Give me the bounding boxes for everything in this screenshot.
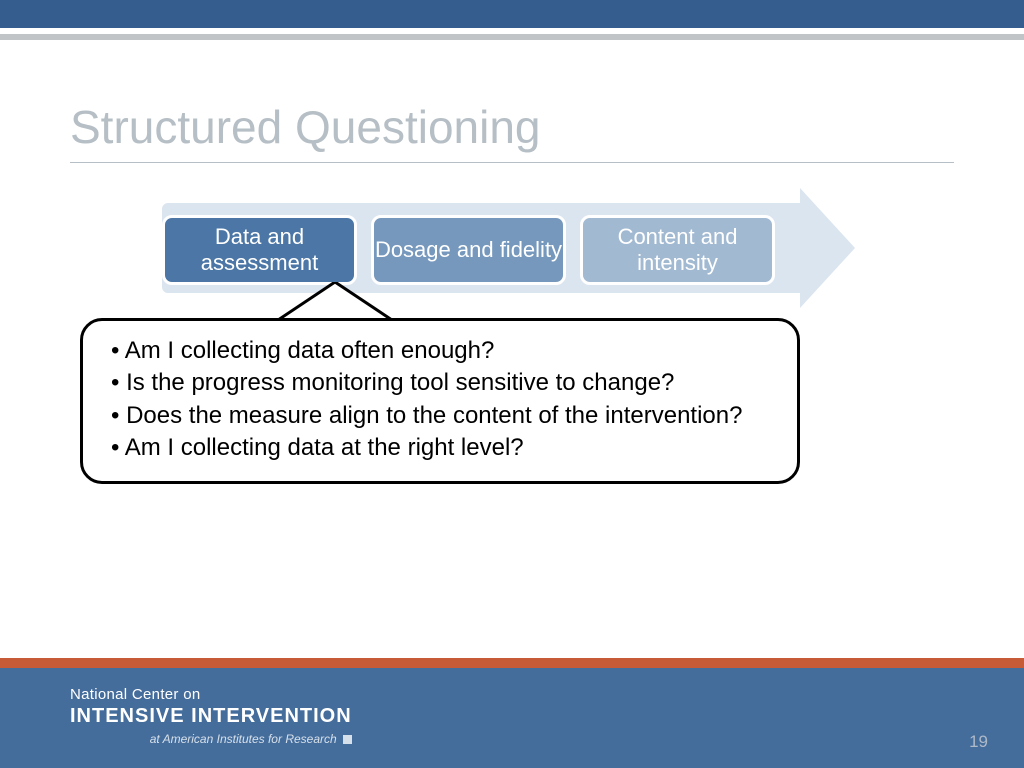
question-list: Am I collecting data often enough? Is th… [105,335,775,465]
box-content-intensity: Content and intensity [580,215,775,285]
arrow-head-icon [800,188,855,308]
process-boxes: Data and assessment Dosage and fidelity … [162,215,775,285]
footer-line2: INTENSIVE INTERVENTION [70,705,352,728]
callout-box: Am I collecting data often enough? Is th… [80,318,800,484]
footer-line1: National Center on [70,686,352,703]
box-dosage-fidelity: Dosage and fidelity [371,215,566,285]
footer-blue-bar: National Center on INTENSIVE INTERVENTIO… [0,668,1024,768]
page-number: 19 [969,732,988,752]
top-blue-bar [0,0,1024,28]
list-item: Am I collecting data at the right level? [119,432,775,464]
list-item: Is the progress monitoring tool sensitiv… [119,367,775,399]
process-arrow: Data and assessment Dosage and fidelity … [162,193,862,303]
list-item: Does the measure align to the content of… [119,400,775,432]
title-underline [70,162,954,163]
footer-orange-bar [0,658,1024,668]
footer-line3: at American Institutes for Research [70,732,352,746]
footer-logo-text: National Center on INTENSIVE INTERVENTIO… [70,686,352,746]
box-data-assessment: Data and assessment [162,215,357,285]
list-item: Am I collecting data often enough? [119,335,775,367]
top-gray-bar [0,34,1024,40]
callout: Am I collecting data often enough? Is th… [80,318,800,484]
slide-title: Structured Questioning [70,100,1024,154]
